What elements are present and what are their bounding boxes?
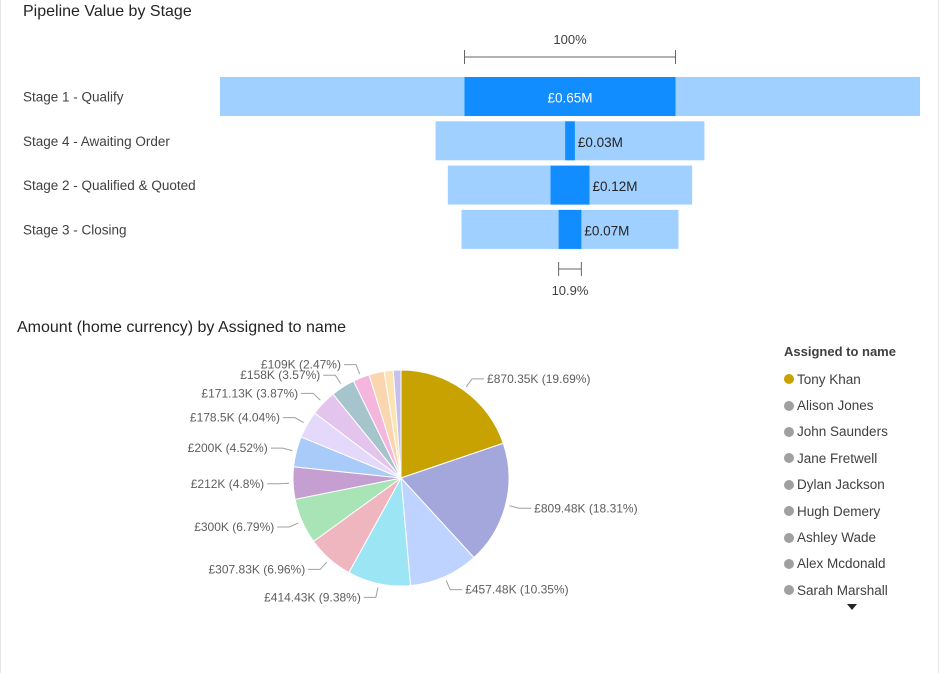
pie-data-label: £809.48K (18.31%) [534, 501, 637, 515]
pie-chart-title: Amount (home currency) by Assigned to na… [17, 319, 347, 336]
pie-data-label: £158K (3.57%) [240, 368, 320, 382]
legend-marker-icon [784, 532, 794, 543]
pie-data-label: £178.5K (4.04%) [190, 411, 280, 425]
legend-label: John Saunders [797, 424, 888, 440]
pie-data-label: £870.35K (19.69%) [487, 372, 590, 386]
pie-data-label: £212K (4.8%) [191, 477, 264, 491]
pie-slice[interactable] [392, 369, 402, 479]
funnel-chart-title: Pipeline Value by Stage [23, 3, 192, 20]
pie-slice[interactable] [400, 442, 510, 559]
pie-label-leader [301, 392, 321, 401]
legend-label: Ashley Wade [797, 530, 877, 546]
legend-marker-icon [784, 585, 794, 596]
pie-data-label: £414.43K (9.38%) [264, 590, 361, 604]
funnel-inner-bar[interactable] [558, 209, 582, 249]
legend-item[interactable]: John Saunders [784, 419, 896, 445]
funnel-value-label: £0.07M [584, 223, 629, 238]
legend-marker-icon [784, 426, 794, 437]
pie-label-leader [270, 447, 293, 452]
legend-label: Alison Jones [797, 398, 874, 414]
legend-item[interactable]: Dylan Jackson [784, 472, 896, 498]
funnel-value-label: £0.03M [578, 135, 623, 150]
legend-marker-icon [784, 479, 794, 490]
funnel-category-label: Stage 3 - Closing [23, 222, 127, 237]
funnel-category-label: Stage 1 - Qualify [23, 90, 124, 105]
funnel-inner-bar[interactable] [464, 77, 676, 116]
pie-data-label: £300K (6.79%) [194, 520, 274, 534]
legend-item[interactable]: Tony Khan [784, 366, 896, 392]
legend-item[interactable]: Jane Fretwell [784, 445, 896, 471]
pie-label-leader [282, 417, 304, 424]
legend-item[interactable]: Alison Jones [784, 392, 896, 418]
pie-data-label: £457.48K (10.35%) [465, 583, 568, 597]
visual-border-left [0, 0, 1, 673]
legend-label: Tony Khan [797, 371, 861, 387]
top-percent-label: 100% [553, 32, 587, 47]
bottom-percent-label: 10.9% [552, 283, 589, 298]
legend-item[interactable]: Alex Mcdonald [784, 551, 896, 577]
legend-label: Dylan Jackson [797, 477, 885, 493]
legend-item[interactable]: Ashley Wade [784, 524, 896, 550]
funnel-value-label: £0.12M [592, 179, 637, 194]
pie-label-leader [363, 587, 379, 598]
funnel-inner-bar[interactable] [565, 121, 575, 161]
pie-data-label: £307.83K (6.96%) [208, 562, 305, 576]
legend-marker-icon [784, 558, 794, 569]
pie-label-leader [445, 580, 463, 591]
funnel-category-label: Stage 4 - Awaiting Order [23, 134, 170, 149]
legend-label: Hugh Demery [797, 503, 881, 519]
pie-label-leader [343, 364, 361, 375]
legend-label: Sarah Marshall [797, 582, 888, 598]
funnel-category-label: Stage 2 - Qualified & Quoted [23, 178, 196, 193]
pie-label-leader [509, 505, 532, 509]
legend-label: Jane Fretwell [797, 450, 878, 466]
funnel-chart: Stage 1 - Qualify £0.65M Stage 4 - Awaitin… [23, 32, 920, 298]
pie-data-label: £109K (2.47%) [261, 358, 341, 372]
legend-scroll-down-icon[interactable] [847, 604, 857, 610]
funnel-inner-bar[interactable] [550, 165, 590, 205]
legend-marker-icon [784, 400, 794, 411]
visual-border-right [938, 0, 939, 673]
pie-slice[interactable] [400, 476, 475, 587]
funnel-value-label: £0.65M [547, 91, 592, 106]
legend-item[interactable]: Hugh Demery [784, 498, 896, 524]
pie-slice[interactable] [400, 369, 504, 479]
pie-label-leader [308, 561, 328, 570]
pie-data-label: £200K (4.52%) [188, 441, 268, 455]
bottom-percent-bracket [558, 262, 582, 276]
pie-legend: Assigned to name Tony Khan Alison Jones Jo… [784, 344, 896, 604]
legend-marker-icon [784, 506, 794, 517]
legend-marker-icon [784, 453, 794, 464]
legend-item[interactable]: Sarah Marshall [784, 577, 896, 603]
legend-marker-icon [784, 374, 794, 385]
pie-label-leader [277, 522, 299, 528]
pie-label-leader [465, 378, 485, 388]
pie-data-label: £171.13K (3.87%) [201, 386, 298, 400]
legend-title: Assigned to name [784, 344, 896, 359]
legend-label: Alex Mcdonald [797, 556, 886, 572]
top-percent-bracket [464, 50, 676, 64]
pie-label-leader [323, 374, 342, 384]
